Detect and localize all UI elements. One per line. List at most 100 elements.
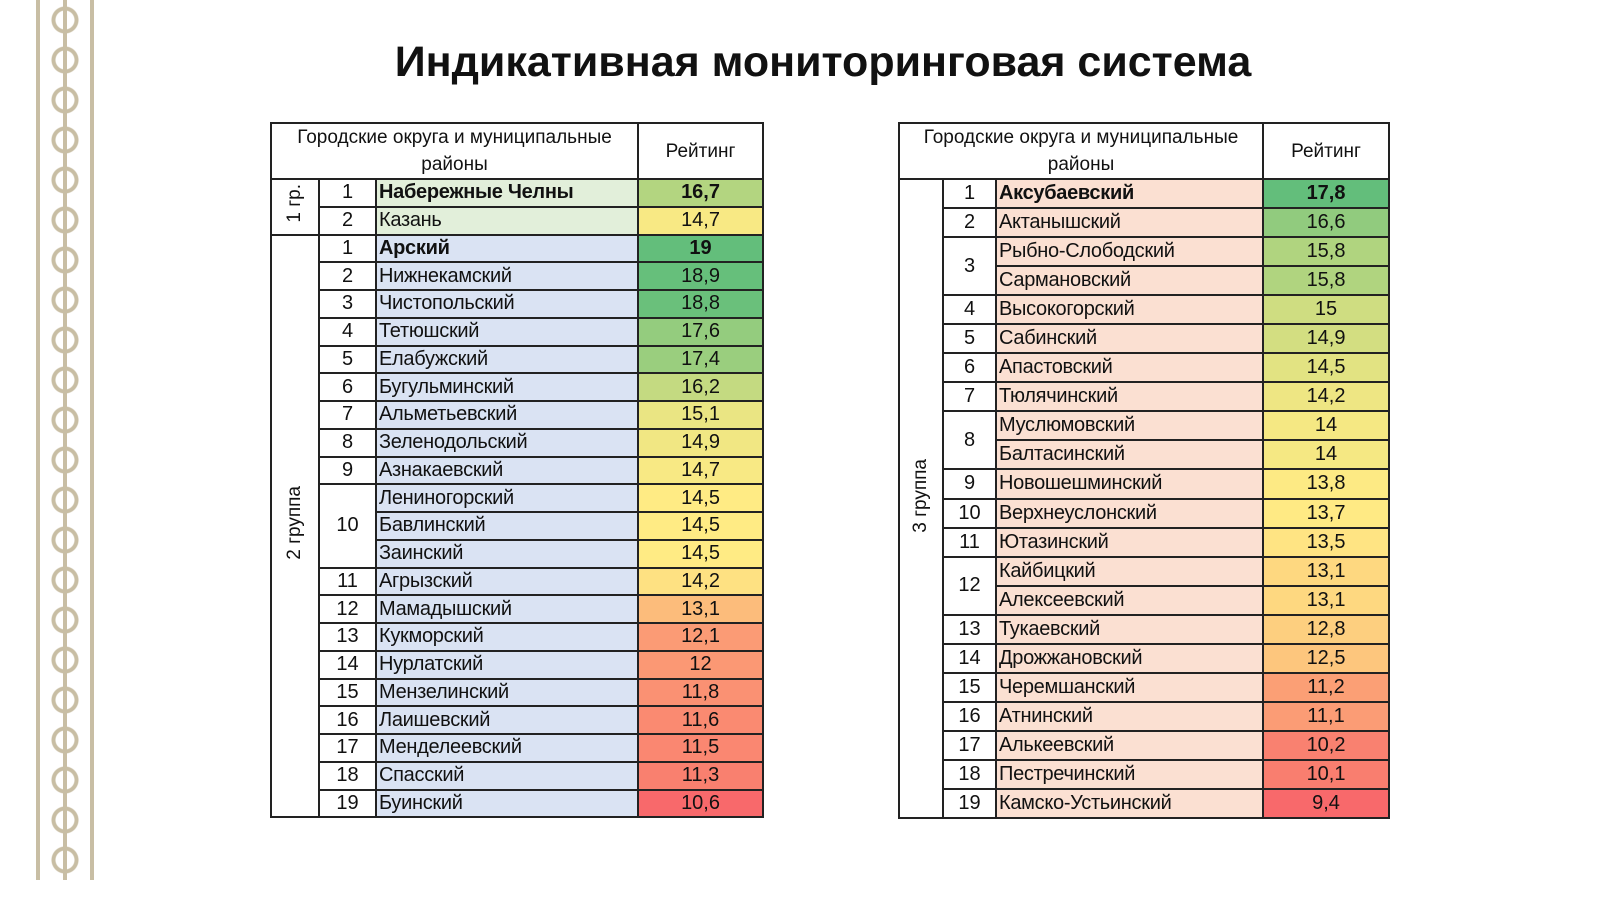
rank-cell: 2 — [318, 261, 377, 291]
rating-value: 14,2 — [1262, 381, 1391, 413]
table-row: 6 Апастовский 14,5 — [899, 352, 1391, 384]
rank-cell: 3 — [942, 236, 997, 297]
rating-value: 12 — [637, 649, 765, 680]
district-name: Сабинский — [994, 323, 1265, 355]
district-name: Рыбно-Слободский — [994, 236, 1265, 268]
district-name: Камско-Устьинский — [994, 787, 1265, 820]
district-name: Кукморский — [374, 622, 640, 652]
rating-value: 9,4 — [1262, 787, 1391, 820]
rank-cell: 17 — [942, 729, 997, 761]
rank-cell: 2 — [318, 205, 377, 236]
table-row: 3 Чистопольский 18,8 — [271, 289, 765, 319]
rating-value: 14,5 — [637, 511, 765, 541]
table-row: 17 Менделеевский 11,5 — [271, 733, 765, 763]
district-name: Ютазинский — [994, 526, 1265, 558]
table-row: 15 Мензелинский 11,8 — [271, 677, 765, 708]
district-name: Казань — [374, 205, 640, 236]
rank-cell: 3 — [318, 289, 377, 319]
rank-cell: 19 — [318, 788, 377, 819]
district-name: Дрожжановский — [994, 642, 1265, 674]
table-row: 8 Муслюмовский 14 — [899, 410, 1391, 471]
decorative-border — [36, 0, 94, 880]
group-cell: 3 группа — [898, 177, 944, 820]
rank-cell: 13 — [318, 622, 377, 652]
table-row: 9 Азнакаевский 14,7 — [271, 455, 765, 486]
table-row: 9 Новошешминский 13,8 — [899, 468, 1391, 500]
rank-cell: 15 — [942, 671, 997, 703]
rating-value: 14,9 — [637, 427, 765, 458]
rating-value: 13,8 — [1262, 468, 1391, 500]
district-name: Лениногорский — [374, 483, 640, 513]
district-name: Набережные Челны — [374, 178, 640, 208]
district-name: Мензелинский — [374, 677, 640, 708]
rank-cell: 5 — [318, 344, 377, 375]
table-row: 11 Агрызский 14,2 — [271, 566, 765, 597]
rating-value: 11,1 — [1262, 700, 1391, 732]
table-row: Балтасинский 14 — [899, 439, 1391, 471]
rating-value: 11,6 — [637, 705, 765, 735]
district-name: Апастовский — [994, 352, 1265, 384]
district-name: Чистопольский — [374, 289, 640, 319]
rating-value: 12,8 — [1262, 613, 1391, 645]
group-cell: 2 группа — [270, 233, 320, 819]
header-rating: Рейтинг — [1262, 122, 1391, 180]
rating-value: 13,7 — [1262, 497, 1391, 529]
rating-value: 16,6 — [1262, 207, 1391, 239]
district-name: Спасский — [374, 760, 640, 791]
rating-value: 14,5 — [1262, 352, 1391, 384]
table-row: 4 Тетюшский 17,6 — [271, 316, 765, 347]
district-name: Черемшанский — [994, 671, 1265, 703]
rating-value: 15,8 — [1262, 236, 1391, 268]
rating-value: 14,5 — [637, 538, 765, 569]
rank-cell: 18 — [942, 758, 997, 790]
rating-value: 11,8 — [637, 677, 765, 708]
rating-value: 11,2 — [1262, 671, 1391, 703]
rating-value: 16,2 — [637, 372, 765, 402]
table-row: 14 Дрожжановский 12,5 — [899, 642, 1391, 674]
table-row: 10 Лениногорский 14,5 — [271, 483, 765, 569]
table-row: 11 Ютазинский 13,5 — [899, 526, 1391, 558]
table-row: 16 Атнинский 11,1 — [899, 700, 1391, 732]
rank-cell: 9 — [318, 455, 377, 486]
district-name: Бугульминский — [374, 372, 640, 402]
district-name: Муслюмовский — [994, 410, 1265, 442]
rating-value: 15,8 — [1262, 265, 1391, 297]
rating-value: 13,1 — [1262, 584, 1391, 616]
table-row: 1 гр. 1 Набережные Челны 16,7 — [270, 178, 765, 236]
rating-value: 18,9 — [637, 261, 765, 291]
rating-table: Городские округа и муниципальные районы Р… — [269, 122, 765, 819]
table-row: 6 Бугульминский 16,2 — [271, 372, 765, 402]
rating-value: 12,1 — [637, 622, 765, 652]
table-row: 14 Нурлатский 12 — [271, 649, 765, 680]
table-row: 2 Казань 14,7 — [271, 205, 765, 236]
rank-cell: 7 — [942, 381, 997, 413]
rating-table: Городские округа и муниципальные районы Р… — [897, 122, 1391, 820]
district-name: Менделеевский — [374, 733, 640, 763]
rank-cell: 1 — [318, 233, 377, 264]
rating-value: 15,1 — [637, 400, 765, 430]
rank-cell: 1 — [318, 178, 377, 208]
table-row: 13 Тукаевский 12,8 — [899, 613, 1391, 645]
district-name: Мамадышский — [374, 594, 640, 624]
table-row: 8 Зеленодольский 14,9 — [271, 427, 765, 458]
rank-cell: 19 — [942, 787, 997, 820]
rating-value: 17,6 — [637, 316, 765, 347]
district-name: Тетюшский — [374, 316, 640, 347]
district-name: Тукаевский — [994, 613, 1265, 645]
rating-value: 10,1 — [1262, 758, 1391, 790]
district-name: Сармановский — [994, 265, 1265, 297]
group-label: 2 группа — [284, 485, 305, 560]
rank-cell: 9 — [942, 468, 997, 500]
district-name: Алькеевский — [994, 729, 1265, 761]
header-district: Городские округа и муниципальные районы — [269, 122, 640, 180]
rank-cell: 4 — [318, 316, 377, 347]
rank-cell: 8 — [942, 410, 997, 471]
table-row: 2 Актанышский 16,6 — [899, 207, 1391, 239]
district-name: Кайбицкий — [994, 555, 1265, 587]
district-name: Аксубаевский — [994, 177, 1265, 210]
rating-value: 12,5 — [1262, 642, 1391, 674]
rating-value: 13,1 — [637, 594, 765, 624]
district-name: Балтасинский — [994, 439, 1265, 471]
